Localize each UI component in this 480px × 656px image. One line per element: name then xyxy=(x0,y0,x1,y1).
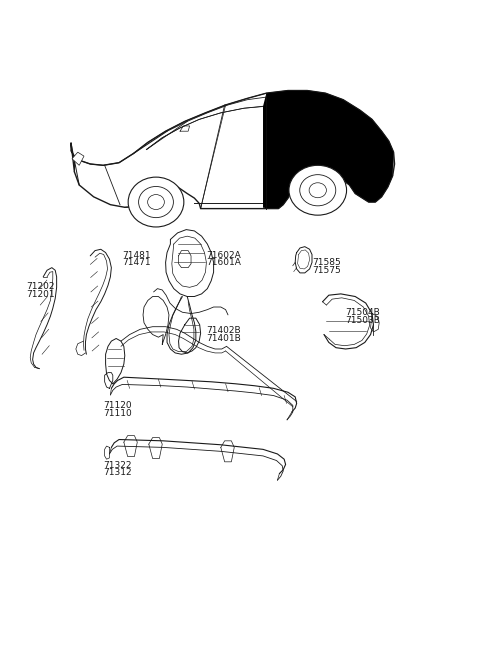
Ellipse shape xyxy=(289,165,347,215)
Text: 71201: 71201 xyxy=(26,290,55,299)
Text: 71322: 71322 xyxy=(103,461,132,470)
Text: 71602A: 71602A xyxy=(206,251,241,260)
Ellipse shape xyxy=(128,177,184,227)
Text: 71120: 71120 xyxy=(103,401,132,411)
Text: 71110: 71110 xyxy=(103,409,132,419)
Ellipse shape xyxy=(300,174,336,206)
Text: 71202: 71202 xyxy=(26,282,55,291)
Text: 71481: 71481 xyxy=(122,251,151,260)
Text: 71471: 71471 xyxy=(122,258,151,268)
Ellipse shape xyxy=(148,195,164,209)
Text: 71585: 71585 xyxy=(312,258,341,267)
Polygon shape xyxy=(266,91,394,209)
Text: 71504B: 71504B xyxy=(346,308,380,318)
Polygon shape xyxy=(72,152,84,165)
Text: 71575: 71575 xyxy=(312,266,341,275)
Ellipse shape xyxy=(309,183,326,197)
Text: 71401B: 71401B xyxy=(206,334,241,343)
Ellipse shape xyxy=(139,186,173,218)
Text: 71312: 71312 xyxy=(103,468,132,478)
Text: 71402B: 71402B xyxy=(206,326,241,335)
Text: 71601A: 71601A xyxy=(206,258,241,268)
Polygon shape xyxy=(263,93,266,209)
Text: 71503B: 71503B xyxy=(346,316,381,325)
